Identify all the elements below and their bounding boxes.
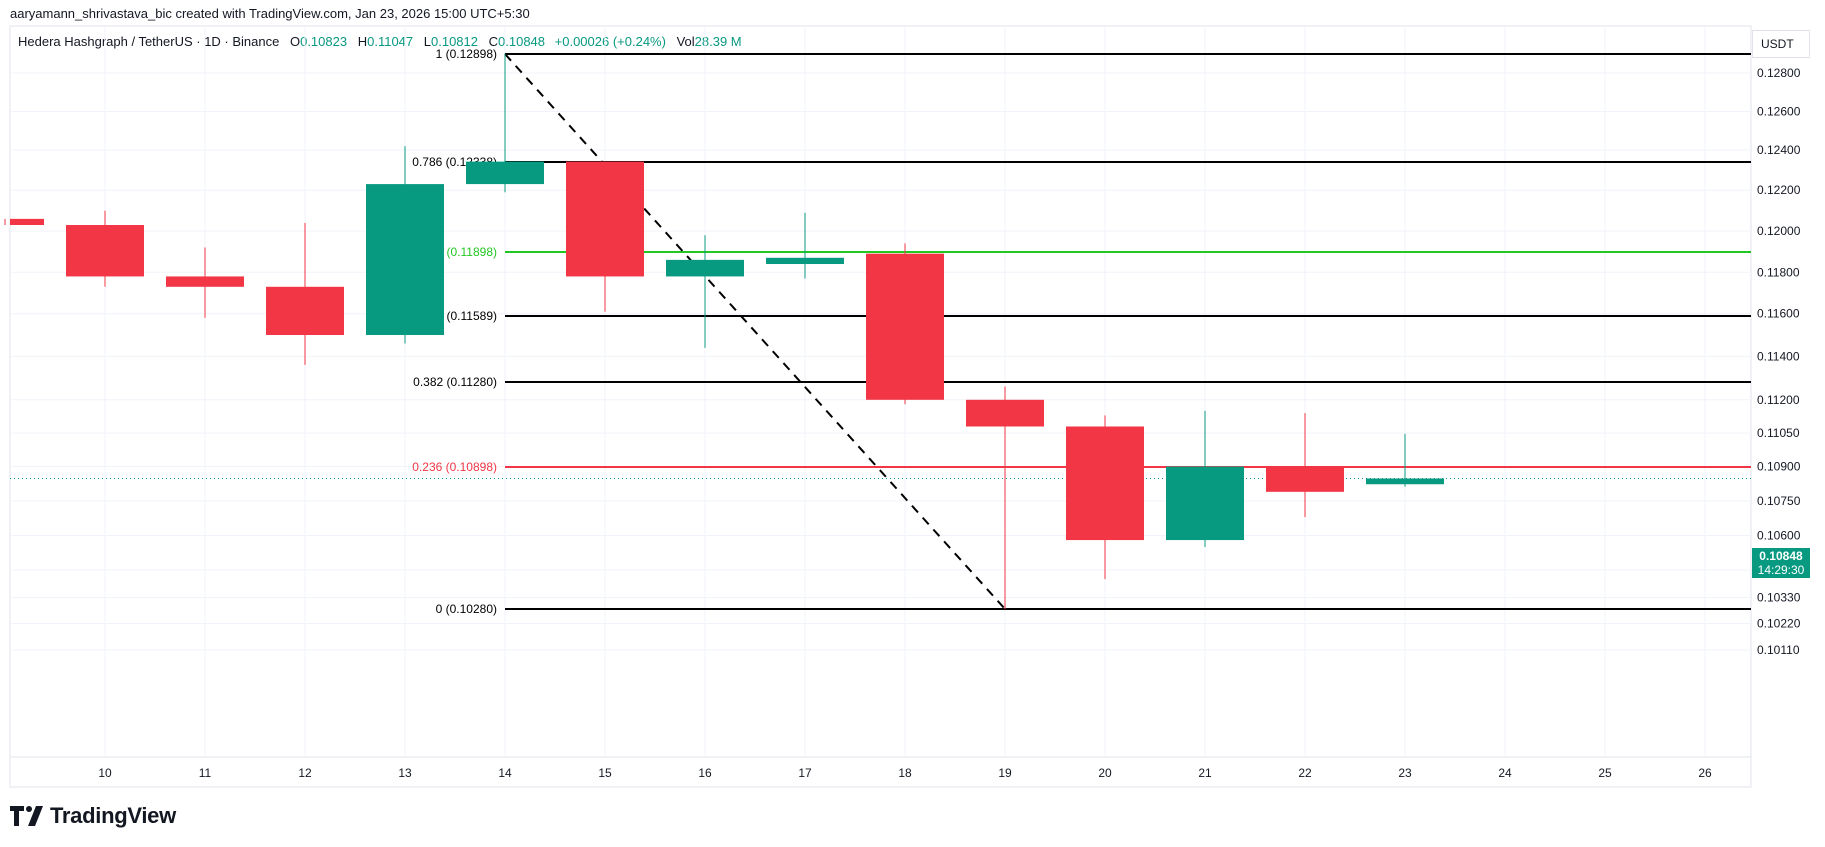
date-tick-label: 12 — [298, 766, 312, 780]
high-value: 0.11047 — [367, 34, 414, 49]
candle-16 — [666, 235, 744, 348]
date-tick-label: 14 — [498, 766, 512, 780]
price-tick-label: 0.11600 — [1757, 307, 1800, 321]
candle-body — [1266, 466, 1344, 492]
plot-area-border — [9, 25, 1752, 788]
candle-body — [466, 161, 544, 185]
bar-countdown: 14:29:30 — [1757, 563, 1805, 577]
date-tick-label: 19 — [998, 766, 1012, 780]
candle-body — [266, 286, 344, 336]
date-tick-label: 15 — [598, 766, 612, 780]
date-tick-label: 10 — [98, 766, 112, 780]
candle-body — [366, 184, 444, 336]
low-value: 0.10812 — [431, 34, 478, 49]
date-tick-label: 20 — [1098, 766, 1112, 780]
tradingview-logo-icon — [10, 806, 43, 826]
currency-selector[interactable]: USDT — [1752, 30, 1810, 58]
volume-label: Vol — [676, 34, 695, 49]
candle-body — [1166, 466, 1244, 541]
date-tick-label: 17 — [798, 766, 812, 780]
candle-11 — [166, 247, 244, 318]
date-tick-label: 26 — [1698, 766, 1712, 780]
date-tick-label: 23 — [1398, 766, 1412, 780]
date-tick-label: 22 — [1298, 766, 1312, 780]
candle-body — [566, 161, 644, 277]
candle-body — [966, 399, 1044, 427]
candle-20 — [1066, 415, 1144, 580]
price-tick-label: 0.10110 — [1757, 643, 1800, 657]
symbol-name[interactable]: Hedera Hashgraph / TetherUS · 1D · Binan… — [18, 34, 280, 49]
candle-19 — [966, 386, 1044, 609]
candle-body — [866, 253, 944, 400]
fib-level-label: 0.5 (0.11589) — [427, 309, 498, 323]
price-tick-label: 0.11800 — [1757, 265, 1800, 279]
candle-body — [666, 259, 744, 277]
change-value: +0.00026 (+0.24%) — [554, 34, 666, 49]
close-value: 0.10848 — [498, 34, 546, 49]
fib-level-label: 1 (0.12898) — [436, 47, 497, 61]
tradingview-logo[interactable]: TradingView — [10, 803, 176, 829]
price-tick-label: 0.12600 — [1757, 104, 1801, 118]
fib-level-label: 0 (0.10280) — [436, 602, 497, 616]
price-tick-label: 0.10900 — [1757, 460, 1801, 474]
date-tick-label: 21 — [1198, 766, 1212, 780]
date-tick-label: 11 — [199, 766, 212, 780]
chart-credit: aaryamann_shrivastava_bic created with T… — [10, 6, 530, 21]
close-label: C — [488, 34, 499, 49]
fib-level-label: 0.236 (0.10898) — [412, 460, 497, 474]
open-value: 0.10823 — [300, 34, 348, 49]
price-tick-label: 0.12800 — [1757, 66, 1801, 80]
candle-body — [66, 225, 144, 277]
candle-17 — [766, 212, 844, 279]
date-tick-label: 24 — [1498, 766, 1512, 780]
candle-body — [766, 257, 844, 265]
candle-22 — [1266, 413, 1344, 518]
tradingview-logo-text: TradingView — [50, 803, 176, 828]
candle-21 — [1166, 410, 1244, 547]
fib-level-label: 0.382 (0.11280) — [413, 375, 497, 389]
price-tick-label: 0.12400 — [1757, 143, 1801, 157]
candle-15 — [566, 161, 644, 312]
candle-13 — [366, 146, 444, 344]
candle-10 — [66, 210, 144, 287]
price-tick-label: 0.10750 — [1757, 494, 1801, 508]
candle-body — [1366, 478, 1444, 485]
candle-body — [10, 218, 44, 225]
fib-trend-line — [504, 53, 1006, 610]
volume-value: 28.39 M — [694, 34, 742, 49]
high-label: H — [357, 34, 368, 49]
symbol-legend: Hedera Hashgraph / TetherUS · 1D · Binan… — [18, 34, 742, 49]
price-tick-label: 0.11200 — [1757, 393, 1800, 407]
price-tick-label: 0.12000 — [1757, 224, 1801, 238]
candle-9 — [4, 218, 44, 225]
low-label: L — [423, 34, 431, 49]
price-tick-label: 0.12200 — [1757, 183, 1801, 197]
open-label: O — [289, 34, 301, 49]
price-tick-label: 0.11400 — [1757, 349, 1800, 363]
last-price-value: 0.10848 — [1759, 549, 1803, 563]
date-tick-label: 25 — [1598, 766, 1612, 780]
price-tick-label: 0.11050 — [1757, 426, 1800, 440]
date-tick-label: 13 — [398, 766, 412, 780]
date-tick-label: 16 — [698, 766, 712, 780]
date-tick-label: 18 — [898, 766, 912, 780]
price-tick-label: 0.10330 — [1757, 591, 1801, 605]
candle-18 — [866, 243, 944, 405]
candle-12 — [266, 222, 344, 365]
price-tick-label: 0.10220 — [1757, 616, 1801, 630]
price-tick-label: 0.10600 — [1757, 528, 1801, 542]
candle-body — [1066, 426, 1144, 541]
candle-23 — [1366, 433, 1444, 487]
candle-14 — [466, 53, 544, 193]
last-price-tag: 0.10848 14:29:30 — [1752, 548, 1810, 578]
candle-body — [166, 276, 244, 287]
